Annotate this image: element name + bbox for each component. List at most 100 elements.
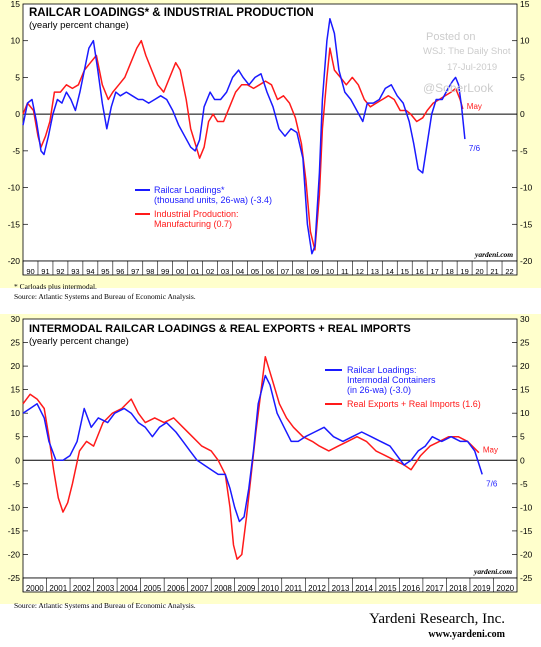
c1-ytick-label-left: 0	[15, 109, 20, 119]
c2-end-label-red: May	[483, 446, 498, 455]
c1-xtick-label: 21	[490, 267, 498, 276]
c1-ytick-label-right: 15	[520, 0, 530, 9]
c1-end-label-blue: 7/6	[469, 144, 481, 153]
c2-ytick-label-left: -5	[12, 479, 20, 489]
chart1-subtitle: (yearly percent change)	[29, 20, 129, 31]
c1-xtick-label: 06	[266, 267, 274, 276]
c1-xtick-label: 00	[176, 267, 184, 276]
chart2-subtitle: (yearly percent change)	[29, 336, 129, 347]
chart2-legend-blue-line3: (in 26-wa) (-3.0)	[347, 385, 411, 395]
c2-ytick-label-right: 15	[520, 385, 530, 395]
c1-xtick-label: 20	[475, 267, 483, 276]
c2-ytick-label-left: 10	[11, 408, 21, 418]
c2-xtick-label: 2014	[355, 584, 373, 593]
c1-xtick-label: 15	[401, 267, 409, 276]
source-note-chart1: Source: Atlantic Systems and Bureau of E…	[14, 292, 196, 301]
chart1-xticks: 90 91 92 93 94 95 96 97 98 99 00 01 02 03 04 05 06 07 08 09…	[22, 261, 514, 276]
c1-xtick-label: 96	[116, 267, 124, 276]
c2-xtick-label: 2018	[449, 584, 467, 593]
chart1-legend-blue-line1: Railcar Loadings*	[154, 185, 225, 195]
c2-xtick-label: 2004	[120, 584, 138, 593]
chart2-grid	[23, 342, 517, 555]
c2-xtick-label: 2007	[191, 584, 209, 593]
c1-xtick-label: 22	[505, 267, 513, 276]
chart1-title: RAILCAR LOADINGS* & INDUSTRIAL PRODUCTIO…	[29, 7, 314, 19]
c1-ytick-label-left: -15	[8, 219, 21, 229]
handle-label: @SoberLook	[423, 81, 494, 95]
c1-xtick-label: 18	[445, 267, 453, 276]
c2-ytick-label-left: 15	[11, 385, 21, 395]
c1-xtick-label: 98	[146, 267, 154, 276]
c1-ytick-label-left: -20	[8, 256, 21, 266]
c2-ytick-label-left: -20	[8, 549, 21, 559]
c1-xtick-label: 08	[296, 267, 304, 276]
c2-ytick-label-right: -15	[520, 526, 533, 536]
c1-xtick-label: 99	[161, 267, 169, 276]
c1-xtick-label: 93	[71, 267, 79, 276]
chart2-yticks-right: -25 -20 -15 -10 -5 0 5 10 15 20 25 30	[520, 314, 533, 583]
c2-xtick-label: 2003	[96, 584, 114, 593]
c2-xtick-label: 2012	[308, 584, 326, 593]
c2-ytick-label-left: -10	[8, 502, 21, 512]
c1-ytick-label-right: 0	[520, 109, 525, 119]
c1-ytick-label-right: -10	[520, 183, 533, 193]
c1-ytick-label-right: -15	[520, 219, 533, 229]
chart1-series: May 7/6	[22, 17, 482, 255]
c2-xtick-label: 2009	[238, 584, 256, 593]
chart2-legend-blue-line2: Intermodal Containers	[347, 375, 436, 385]
c2-xtick-label: 2000	[26, 584, 44, 593]
chart1-watermark: yardeni.com	[474, 250, 513, 259]
c2-ytick-label-left: 30	[11, 314, 21, 324]
c1-series-line-red	[22, 39, 464, 251]
outlet-label: WSJ: The Daily Shot	[423, 46, 511, 57]
c2-ytick-label-left: 5	[15, 432, 20, 442]
c2-ytick-label-right: 30	[520, 314, 530, 324]
c2-ytick-label-right: -25	[520, 573, 533, 583]
c2-xtick-label: 2011	[285, 584, 303, 593]
chart2-series: May 7/6	[22, 355, 498, 560]
c2-xtick-label: 2005	[143, 584, 161, 593]
c2-xtick-label: 2017	[426, 584, 444, 593]
c2-ytick-label-left: -25	[8, 573, 21, 583]
c1-ytick-label-left: -10	[8, 183, 21, 193]
c2-ytick-label-right: 10	[520, 408, 530, 418]
c1-xtick-label: 07	[281, 267, 289, 276]
c1-xtick-label: 19	[460, 267, 468, 276]
c1-ytick-label-right: 5	[520, 72, 525, 82]
chart2-title: INTERMODAL RAILCAR LOADINGS & REAL EXPOR…	[29, 323, 411, 335]
c1-xtick-label: 92	[56, 267, 64, 276]
c1-xtick-label: 17	[430, 267, 438, 276]
c2-ytick-label-right: 25	[520, 338, 530, 348]
c1-xtick-label: 14	[386, 267, 394, 276]
c1-xtick-label: 05	[251, 267, 259, 276]
c2-series-line-blue	[22, 374, 483, 523]
c2-ytick-label-left: -15	[8, 526, 21, 536]
c2-xtick-label: 2006	[167, 584, 185, 593]
c2-series-line-red	[22, 355, 480, 560]
c1-ytick-label-left: -5	[12, 146, 20, 156]
c2-ytick-label-right: 0	[520, 455, 525, 465]
brand-url: www.yardeni.com	[428, 629, 505, 640]
c2-ytick-label-right: -10	[520, 502, 533, 512]
c2-xtick-label: 2020	[496, 584, 514, 593]
c1-xtick-label: 13	[371, 267, 379, 276]
c2-xtick-label: 2002	[73, 584, 91, 593]
c1-xtick-label: 95	[101, 267, 109, 276]
c2-ytick-label-left: 25	[11, 338, 21, 348]
c2-ytick-label-right: 20	[520, 361, 530, 371]
c2-ytick-label-left: 0	[15, 455, 20, 465]
c1-xtick-label: 12	[356, 267, 364, 276]
c1-ytick-label-right: 10	[520, 36, 530, 46]
c2-ytick-label-right: -5	[520, 479, 528, 489]
chart1-yticks-left: -20 -15 -10 -5 0 5 10 15	[8, 0, 21, 266]
post-date-label: 17-Jul-2019	[447, 62, 497, 73]
chart2-plot-area	[22, 318, 518, 579]
chart1-legend-blue-line2: (thousand units, 26-wa) (-3.4)	[154, 195, 272, 205]
c2-ytick-label-left: 20	[11, 361, 21, 371]
chart2-xticks: 2000 2001 2002 2003 2004 2005 2006 2007 2008 2009…	[22, 578, 515, 593]
c1-series-line-blue	[22, 17, 466, 255]
c2-xtick-label: 2008	[214, 584, 232, 593]
c1-end-label-red: May	[467, 102, 482, 111]
c1-xtick-label: 01	[191, 267, 199, 276]
